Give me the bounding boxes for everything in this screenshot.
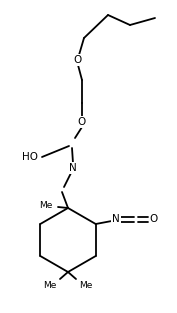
Text: Me: Me [43,281,57,290]
Text: N: N [69,163,77,173]
Text: N: N [112,214,120,224]
Text: O: O [74,55,82,65]
Text: O: O [78,117,86,127]
Text: O: O [150,214,158,224]
Text: Me: Me [79,281,93,290]
Text: Me: Me [39,202,53,211]
Text: HO: HO [22,152,38,162]
